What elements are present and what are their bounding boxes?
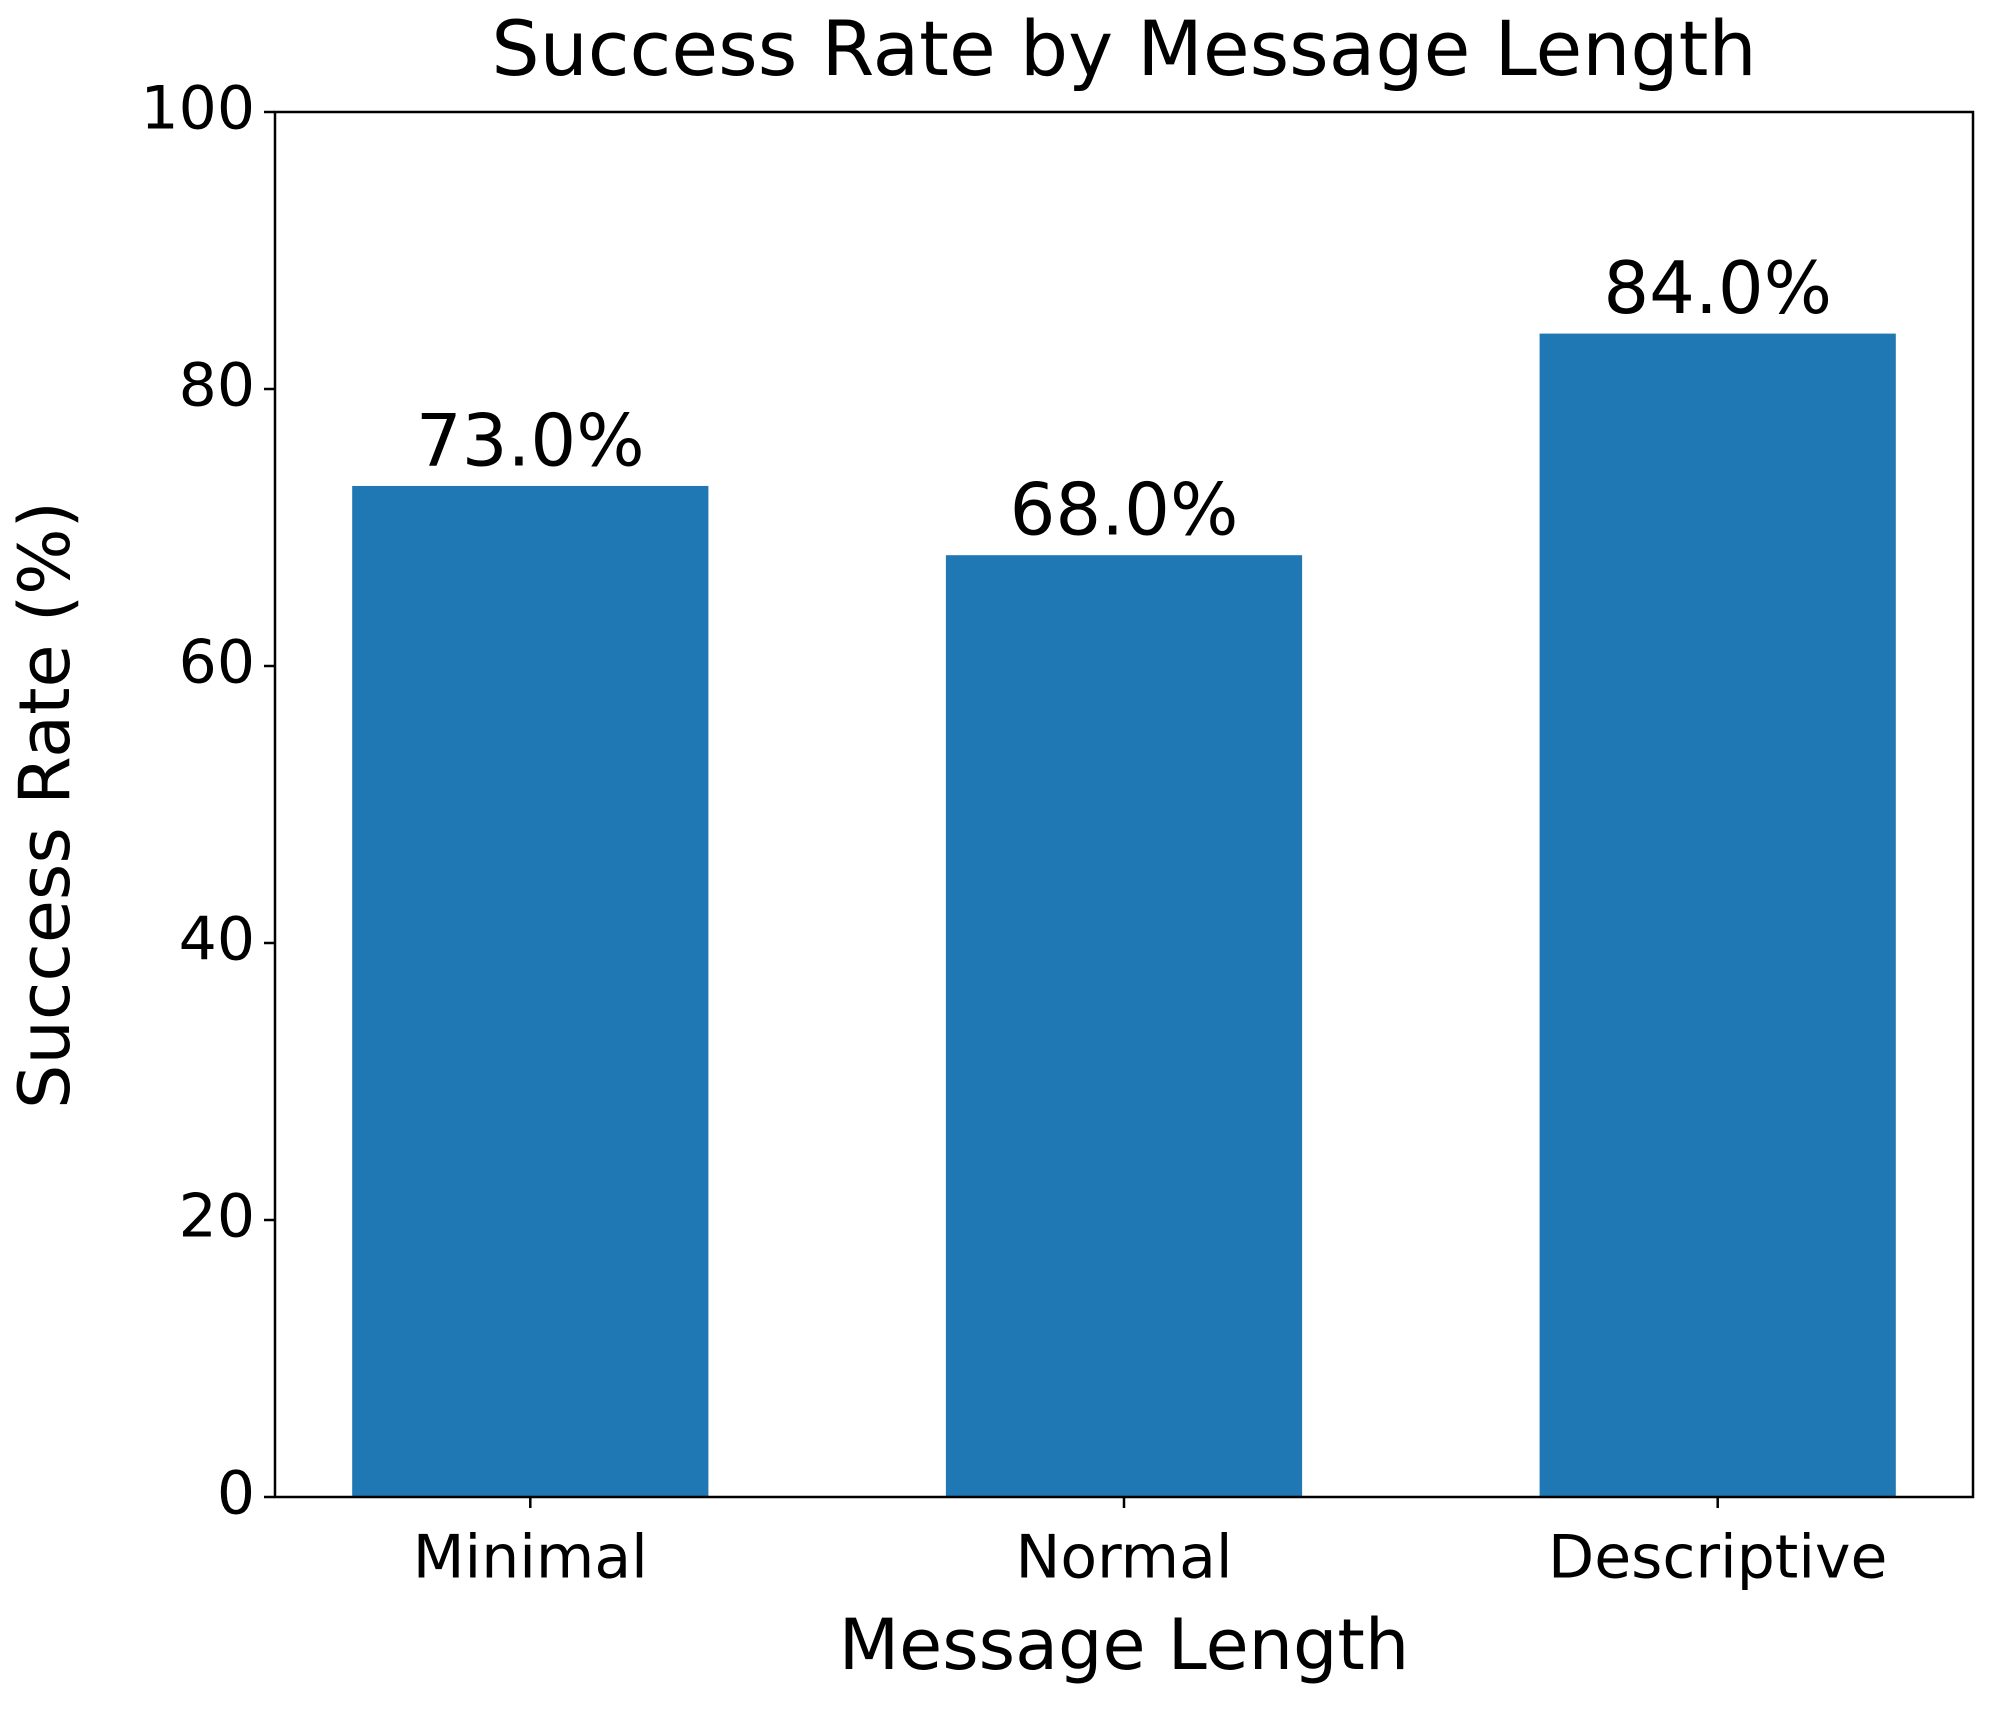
value-label: 68.0% bbox=[1010, 468, 1239, 552]
y-tick-label: 0 bbox=[217, 1459, 255, 1529]
x-tick-label: Descriptive bbox=[1548, 1523, 1887, 1593]
value-label: 84.0% bbox=[1603, 246, 1832, 330]
y-axis-label: Success Rate (%) bbox=[4, 501, 86, 1109]
plot-frame bbox=[273, 110, 1975, 1499]
y-tick-label: 60 bbox=[179, 628, 255, 698]
bar bbox=[352, 485, 709, 1497]
value-label: 73.0% bbox=[416, 398, 645, 482]
y-tick-label: 100 bbox=[140, 74, 255, 144]
x-tick-label: Minimal bbox=[413, 1523, 648, 1593]
x-axis-label: Message Length bbox=[839, 1604, 1410, 1686]
bar bbox=[945, 555, 1303, 1497]
y-tick-label: 80 bbox=[179, 351, 255, 421]
chart-title: Success Rate by Message Length bbox=[491, 4, 1756, 93]
y-tick-label: 20 bbox=[179, 1182, 255, 1252]
bar bbox=[1539, 333, 1896, 1498]
x-tick-label: Normal bbox=[1015, 1523, 1232, 1593]
y-tick-label: 40 bbox=[179, 905, 255, 975]
